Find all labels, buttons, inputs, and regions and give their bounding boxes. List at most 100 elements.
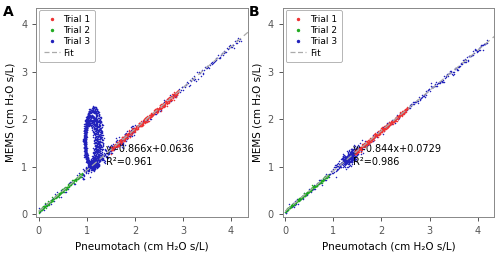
Point xyxy=(319,176,327,180)
Point xyxy=(81,148,89,152)
Point xyxy=(81,150,89,154)
Point xyxy=(212,58,220,62)
Point xyxy=(90,110,98,114)
Point xyxy=(422,93,430,97)
Point xyxy=(206,63,214,68)
Point xyxy=(220,49,228,53)
Point xyxy=(87,162,95,166)
Point xyxy=(470,49,478,53)
Point xyxy=(170,96,177,100)
Point xyxy=(115,135,123,139)
Point xyxy=(311,185,319,189)
Point xyxy=(83,155,91,160)
Point xyxy=(84,155,92,160)
Point xyxy=(85,160,93,164)
Point xyxy=(90,161,98,165)
Point xyxy=(94,161,102,165)
Point xyxy=(88,159,96,163)
Point xyxy=(371,133,379,137)
Point xyxy=(313,181,321,185)
Text: B: B xyxy=(249,5,260,20)
Point xyxy=(388,120,396,124)
Point xyxy=(84,120,92,124)
Point xyxy=(378,132,386,136)
Point xyxy=(92,150,100,154)
Point xyxy=(139,120,147,124)
Point xyxy=(350,150,358,154)
Point xyxy=(342,149,350,153)
Point xyxy=(160,102,168,106)
Point xyxy=(84,113,92,117)
Point xyxy=(92,140,100,144)
Point xyxy=(85,121,93,125)
Point xyxy=(86,107,94,112)
Point xyxy=(377,126,385,131)
Point xyxy=(214,52,222,57)
Point xyxy=(387,120,395,124)
Point xyxy=(90,154,98,158)
Point xyxy=(92,112,100,116)
Point xyxy=(368,140,376,144)
Point xyxy=(345,155,353,159)
Point xyxy=(452,68,460,72)
Point xyxy=(166,97,173,101)
Point xyxy=(159,101,167,105)
Point xyxy=(55,192,63,196)
Point xyxy=(90,105,98,109)
Point xyxy=(80,138,88,142)
Point xyxy=(94,153,102,158)
Point xyxy=(350,158,358,162)
Point xyxy=(153,108,161,113)
Point xyxy=(81,140,89,144)
Point xyxy=(94,150,102,154)
Point xyxy=(112,146,120,150)
Point xyxy=(382,125,390,129)
Point xyxy=(94,130,102,134)
Point xyxy=(94,135,102,139)
Point xyxy=(84,157,92,161)
Point xyxy=(350,149,358,153)
Point xyxy=(56,191,64,195)
Point xyxy=(355,148,363,152)
Point xyxy=(141,119,149,123)
Point xyxy=(84,113,92,117)
Point xyxy=(340,157,348,161)
Point xyxy=(391,117,399,121)
Point xyxy=(92,161,100,165)
Point xyxy=(147,112,155,116)
Point xyxy=(294,197,302,201)
Point xyxy=(170,92,178,96)
Point xyxy=(82,132,90,136)
Point xyxy=(317,178,325,182)
Point xyxy=(127,130,135,134)
Point xyxy=(234,41,241,45)
Point xyxy=(120,137,128,142)
Point xyxy=(84,156,92,160)
Point xyxy=(94,122,102,126)
Point xyxy=(84,120,92,124)
Point xyxy=(340,160,348,164)
Point xyxy=(84,118,92,122)
Point xyxy=(364,142,372,146)
Point xyxy=(117,142,125,146)
Point xyxy=(82,149,90,153)
Point xyxy=(202,66,210,70)
Point xyxy=(166,97,173,101)
Point xyxy=(82,128,90,133)
Point xyxy=(107,145,115,149)
Point xyxy=(172,92,180,96)
Point xyxy=(378,130,386,134)
Point xyxy=(479,43,487,47)
Point xyxy=(84,123,92,127)
Point xyxy=(92,158,100,162)
Point xyxy=(368,135,376,140)
Point xyxy=(121,143,129,147)
Point xyxy=(88,153,96,158)
Point xyxy=(88,163,96,167)
Point xyxy=(219,53,227,57)
Point xyxy=(366,138,374,142)
Point xyxy=(86,163,94,167)
Point xyxy=(88,109,96,113)
Point xyxy=(348,160,356,164)
Point xyxy=(344,156,352,160)
